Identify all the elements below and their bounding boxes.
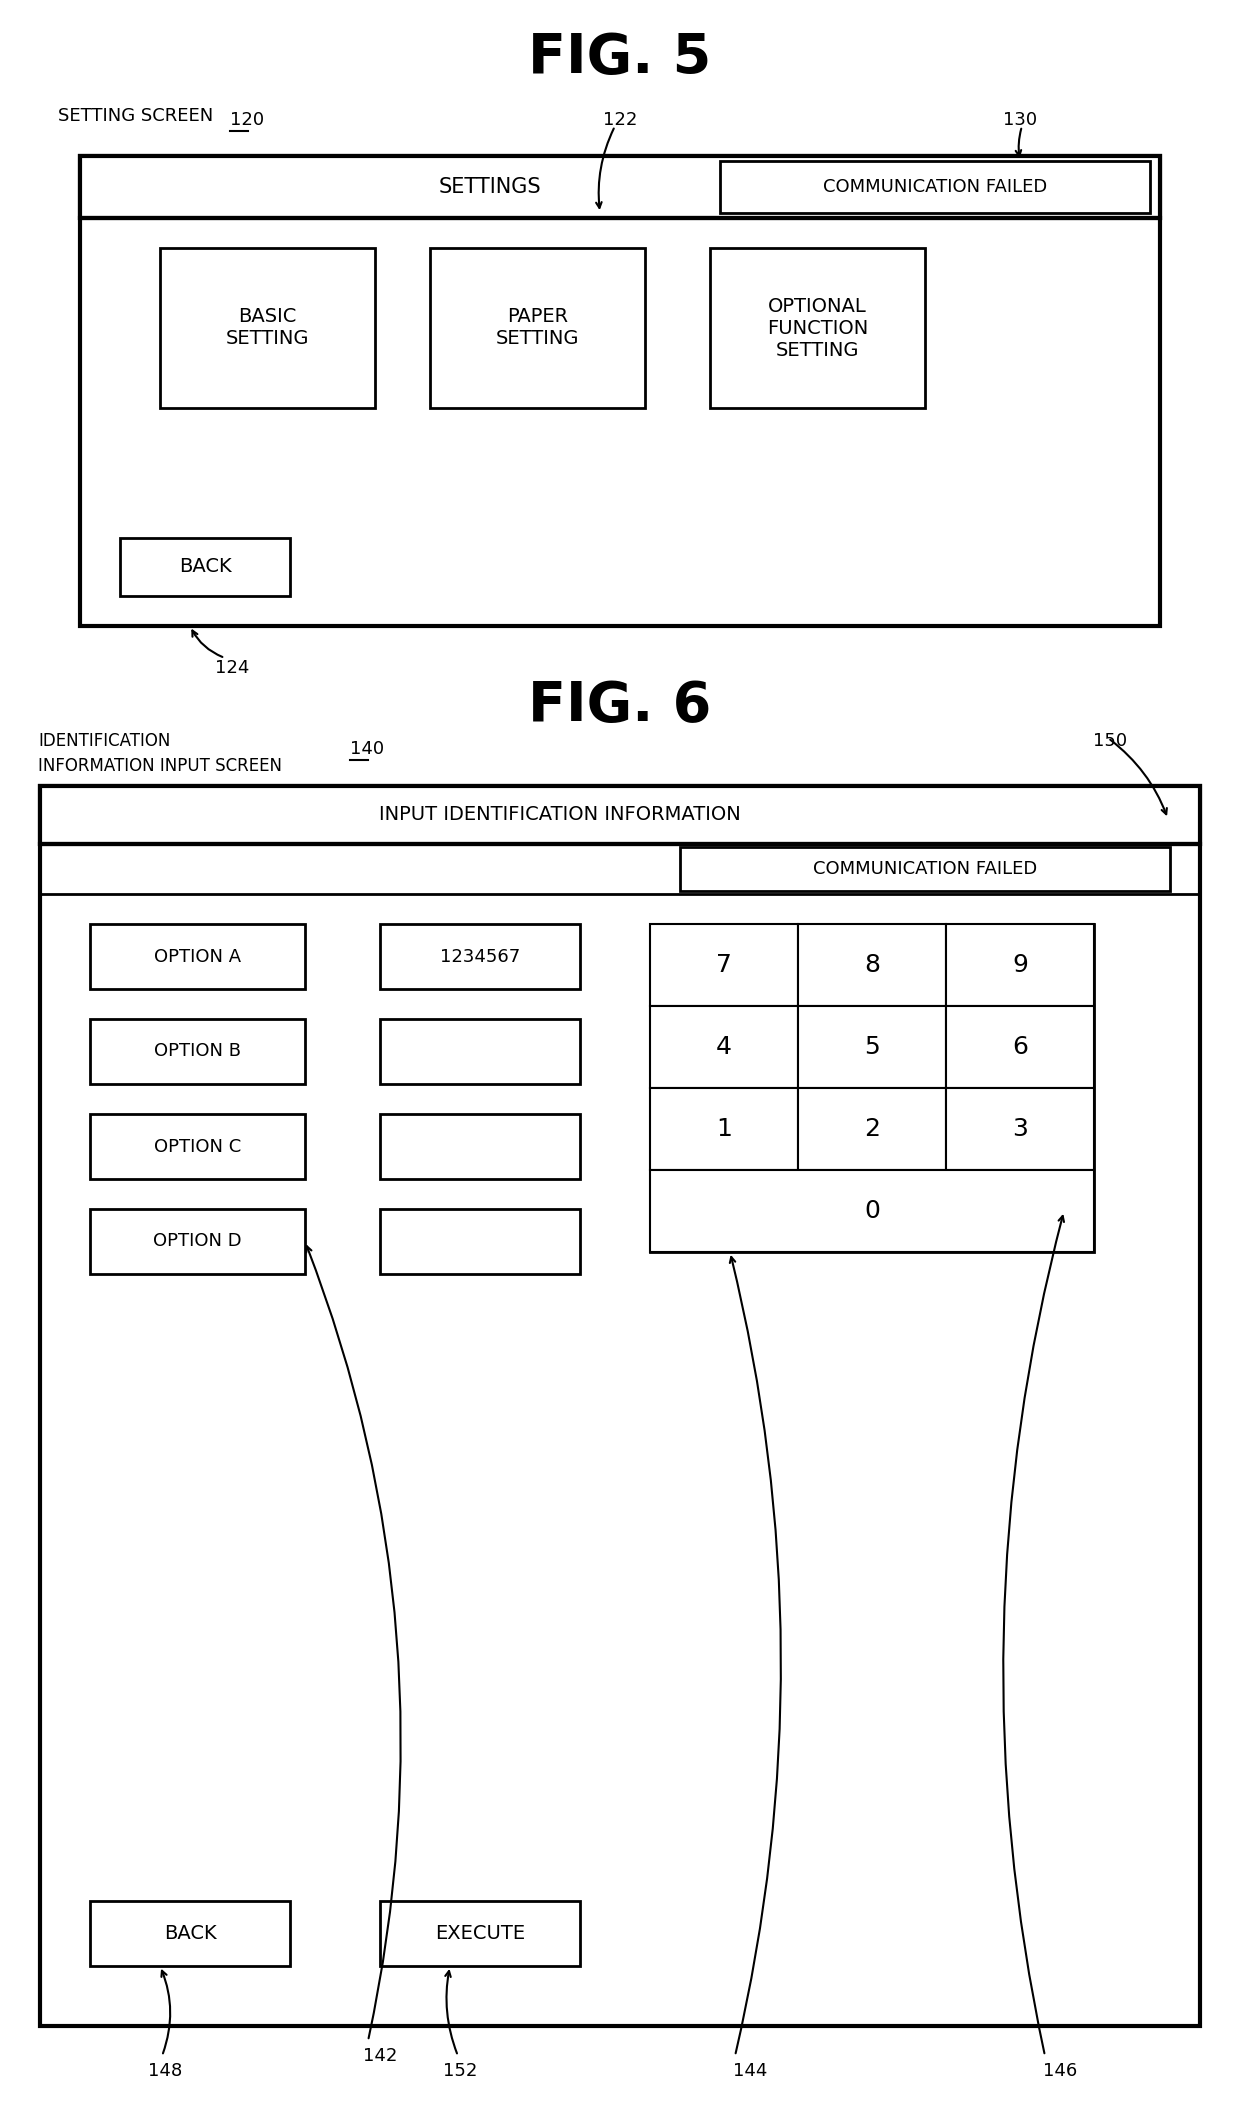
Bar [720, 162, 1149, 213]
Text: 9: 9 [1012, 952, 1028, 978]
Bar [379, 1210, 580, 1273]
Text: 6: 6 [1012, 1035, 1028, 1059]
Text: 140: 140 [350, 740, 384, 759]
Text: 3: 3 [1012, 1116, 1028, 1142]
Bar [379, 1901, 580, 1967]
Text: OPTION B: OPTION B [154, 1042, 241, 1061]
Bar [160, 249, 374, 408]
Text: 148: 148 [148, 2062, 182, 2079]
Text: INFORMATION INPUT SCREEN: INFORMATION INPUT SCREEN [38, 757, 281, 776]
Text: 152: 152 [443, 2062, 477, 2079]
Bar [40, 787, 1200, 2026]
Text: INPUT IDENTIFICATION INFORMATION: INPUT IDENTIFICATION INFORMATION [379, 806, 740, 825]
Bar [946, 925, 1094, 1006]
Text: OPTION A: OPTION A [154, 948, 241, 965]
Bar [91, 1114, 305, 1180]
Text: 7: 7 [715, 952, 732, 978]
Text: OPTION D: OPTION D [154, 1233, 242, 1250]
Bar [946, 1089, 1094, 1169]
Text: 130: 130 [1003, 111, 1037, 130]
Bar [650, 925, 799, 1006]
Text: 1: 1 [715, 1116, 732, 1142]
Text: 146: 146 [1043, 2062, 1078, 2079]
Text: 120: 120 [229, 111, 264, 130]
Bar [430, 249, 645, 408]
Bar [650, 1089, 799, 1169]
Bar [91, 1901, 290, 1967]
Bar [650, 925, 1094, 1252]
Text: OPTION C: OPTION C [154, 1137, 241, 1157]
Bar [81, 155, 1159, 219]
Text: PAPER
SETTING: PAPER SETTING [496, 308, 579, 349]
Bar [946, 1006, 1094, 1089]
Bar [799, 1089, 946, 1169]
Text: 5: 5 [864, 1035, 880, 1059]
Bar [799, 1006, 946, 1089]
Text: 0: 0 [864, 1199, 880, 1222]
Text: 122: 122 [603, 111, 637, 130]
Text: 1234567: 1234567 [440, 948, 520, 965]
Text: COMMUNICATION FAILED: COMMUNICATION FAILED [823, 179, 1047, 196]
Bar [711, 249, 925, 408]
Text: COMMUNICATION FAILED: COMMUNICATION FAILED [813, 861, 1037, 878]
Bar [91, 1210, 305, 1273]
Text: BACK: BACK [164, 1924, 216, 1943]
Text: FIG. 6: FIG. 6 [528, 678, 712, 733]
Text: BASIC
SETTING: BASIC SETTING [226, 308, 309, 349]
Bar [799, 925, 946, 1006]
Text: IDENTIFICATION: IDENTIFICATION [38, 731, 170, 750]
Bar [650, 1169, 1094, 1252]
Text: FIG. 5: FIG. 5 [528, 32, 712, 85]
Text: OPTIONAL
FUNCTION
SETTING: OPTIONAL FUNCTION SETTING [766, 296, 868, 359]
Text: SETTING SCREEN: SETTING SCREEN [58, 106, 213, 125]
Bar [680, 846, 1171, 891]
Text: BACK: BACK [179, 557, 232, 576]
Text: 2: 2 [864, 1116, 880, 1142]
Text: SETTINGS: SETTINGS [439, 176, 542, 198]
Bar [379, 925, 580, 989]
Bar [379, 1114, 580, 1180]
Bar [379, 1018, 580, 1084]
Text: 8: 8 [864, 952, 880, 978]
Bar [650, 1006, 799, 1089]
Bar [91, 925, 305, 989]
Bar [40, 787, 1200, 844]
Bar [91, 1018, 305, 1084]
Text: 144: 144 [733, 2062, 768, 2079]
Text: 150: 150 [1092, 731, 1127, 750]
Bar [120, 538, 290, 595]
Text: 124: 124 [215, 659, 249, 676]
Text: 4: 4 [715, 1035, 732, 1059]
Bar [81, 155, 1159, 625]
Text: EXECUTE: EXECUTE [435, 1924, 525, 1943]
Text: 142: 142 [363, 2047, 397, 2064]
